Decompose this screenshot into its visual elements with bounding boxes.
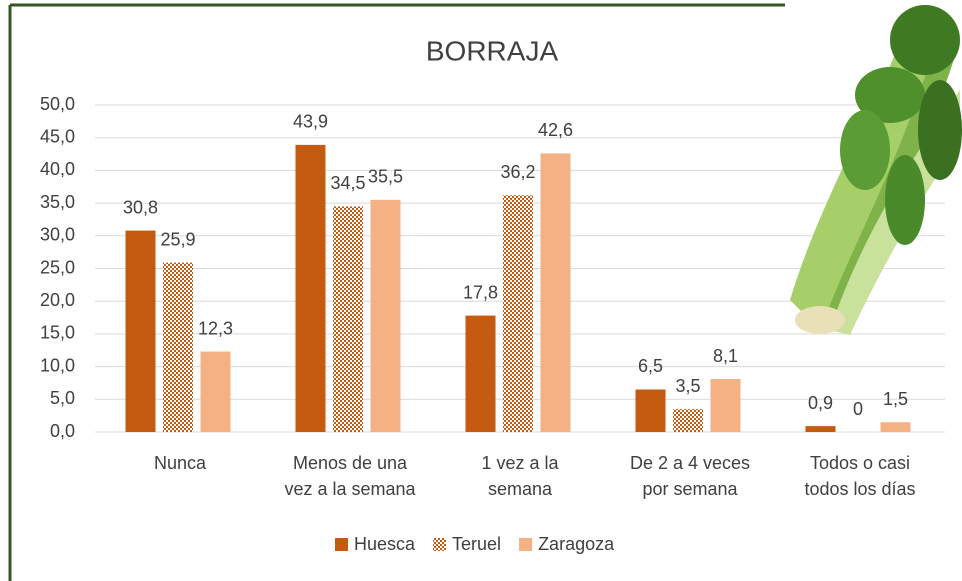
chart-title: BORRAJA bbox=[426, 35, 559, 66]
data-label: 43,9 bbox=[293, 112, 328, 132]
data-label: 42,6 bbox=[538, 120, 573, 140]
legend-label: Teruel bbox=[452, 534, 501, 554]
data-label: 0 bbox=[853, 399, 863, 419]
bar bbox=[125, 230, 156, 432]
x-tick-label: Todos o casi todos los días bbox=[804, 453, 916, 499]
bar bbox=[295, 144, 326, 433]
legend-label: Huesca bbox=[354, 534, 416, 554]
legend-swatch bbox=[335, 538, 348, 551]
bar bbox=[163, 262, 193, 432]
legend-label: Zaragoza bbox=[538, 534, 615, 554]
data-label: 35,5 bbox=[368, 167, 403, 187]
data-label: 3,5 bbox=[675, 376, 700, 396]
y-tick-label: 45,0 bbox=[40, 126, 75, 146]
x-tick-label: Nunca bbox=[153, 453, 207, 473]
bar bbox=[465, 315, 496, 432]
data-label: 17,8 bbox=[463, 282, 498, 302]
bar bbox=[673, 409, 703, 432]
legend-swatch bbox=[433, 538, 447, 551]
x-tick-label: De 2 a 4 veces por semana bbox=[629, 453, 751, 499]
data-label: 30,8 bbox=[123, 197, 158, 217]
data-label: 25,9 bbox=[160, 229, 195, 249]
y-tick-label: 0,0 bbox=[50, 421, 75, 441]
bar bbox=[333, 206, 363, 432]
x-tick-label: Menos de una vez a la semana bbox=[284, 453, 416, 499]
y-tick-label: 15,0 bbox=[40, 323, 75, 343]
frame bbox=[8, 3, 785, 581]
data-label: 36,2 bbox=[500, 162, 535, 182]
y-tick-label: 10,0 bbox=[40, 355, 75, 375]
data-label: 6,5 bbox=[638, 356, 663, 376]
bar bbox=[200, 351, 231, 432]
vegetable-image bbox=[790, 5, 962, 335]
bar bbox=[710, 379, 741, 432]
data-label: 12,3 bbox=[198, 318, 233, 338]
x-tick-label: 1 vez a la semana bbox=[481, 453, 559, 499]
bar bbox=[370, 199, 401, 432]
data-label: 34,5 bbox=[330, 173, 365, 193]
bar bbox=[880, 422, 911, 432]
data-label: 0,9 bbox=[808, 393, 833, 413]
y-tick-label: 30,0 bbox=[40, 225, 75, 245]
y-tick-label: 20,0 bbox=[40, 290, 75, 310]
y-tick-label: 40,0 bbox=[40, 159, 75, 179]
bar bbox=[635, 389, 666, 432]
y-tick-label: 35,0 bbox=[40, 192, 75, 212]
y-tick-label: 50,0 bbox=[40, 94, 75, 114]
bar bbox=[503, 195, 533, 432]
legend-swatch bbox=[519, 538, 533, 551]
y-tick-label: 5,0 bbox=[50, 388, 75, 408]
data-label: 8,1 bbox=[713, 346, 738, 366]
bar bbox=[805, 426, 836, 432]
y-tick-label: 25,0 bbox=[40, 257, 75, 277]
data-label: 1,5 bbox=[883, 389, 908, 409]
bar bbox=[540, 153, 571, 432]
